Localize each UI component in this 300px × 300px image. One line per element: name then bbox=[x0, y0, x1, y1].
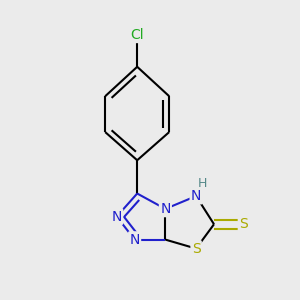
Text: S: S bbox=[239, 217, 248, 231]
Text: N: N bbox=[160, 202, 170, 216]
Text: S: S bbox=[192, 242, 200, 256]
Text: H: H bbox=[198, 177, 207, 190]
Text: Cl: Cl bbox=[130, 28, 144, 42]
Text: N: N bbox=[112, 210, 122, 224]
Text: N: N bbox=[191, 189, 201, 203]
Text: N: N bbox=[130, 232, 140, 247]
